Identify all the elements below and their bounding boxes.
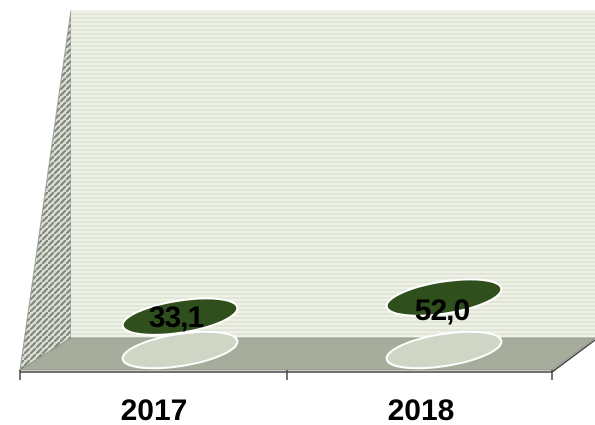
x-tick-label-2018: 2018 <box>388 394 455 425</box>
bar-2017 <box>121 297 239 336</box>
bar-base-2018 <box>385 330 503 370</box>
data-label-2017: 33,1 <box>149 301 204 334</box>
floor-right-edge <box>551 339 595 373</box>
x-tick-label-2017: 2017 <box>121 394 188 425</box>
side-wall <box>19 9 72 371</box>
data-label-2018: 52,0 <box>415 294 470 327</box>
bar-2018 <box>385 278 503 317</box>
bar-base-2017 <box>121 330 239 370</box>
gridlines <box>71 13 595 335</box>
bars <box>121 278 503 370</box>
floor <box>18 337 595 371</box>
